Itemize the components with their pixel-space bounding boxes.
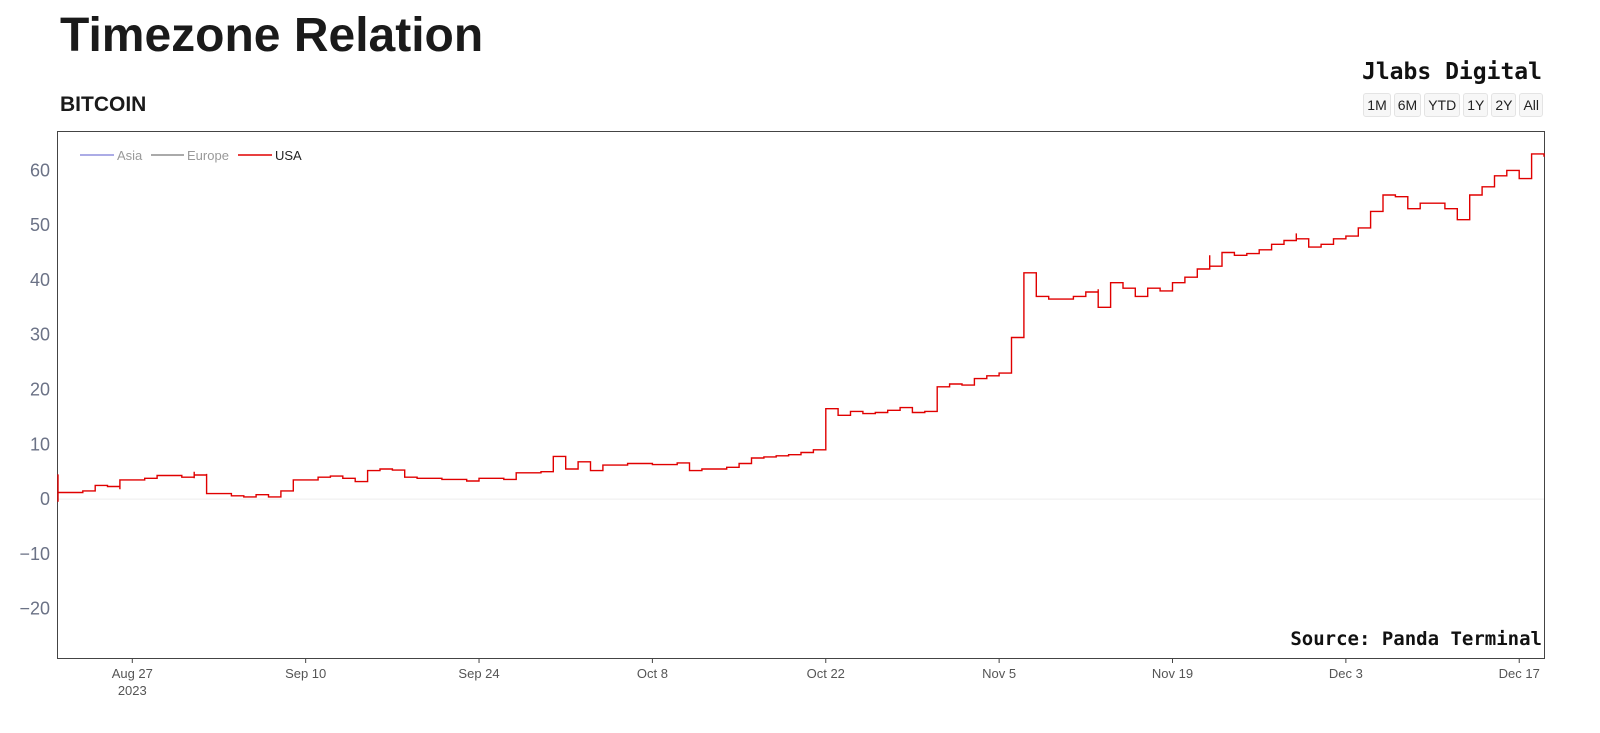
range-button-all[interactable]: All	[1519, 93, 1543, 117]
range-button-1y[interactable]: 1Y	[1463, 93, 1489, 117]
range-button-1m[interactable]: 1M	[1363, 93, 1391, 117]
y-tick-label: 40	[30, 270, 50, 290]
range-selector: 1M 6M YTD 1Y 2Y All	[1363, 93, 1543, 117]
y-axis: 60 50 40 30 20 10 0 −10 −20	[19, 160, 50, 618]
chart-subtitle: BITCOIN	[60, 93, 147, 116]
x-tick-label: Sep 24	[458, 666, 499, 681]
legend[interactable]: Asia Europe USA	[80, 148, 302, 163]
brand-label: Jlabs Digital	[1361, 59, 1542, 85]
x-axis: Aug 27 2023 Sep 10 Sep 24 Oct 8 Oct 22 Nov 5 No…	[112, 658, 1540, 698]
x-tick-label: Dec 3	[1329, 666, 1363, 681]
x-tick-label: Oct 22	[807, 666, 845, 681]
source-note: Source: Panda Terminal	[1290, 628, 1542, 650]
plot-area	[57, 131, 1545, 659]
y-tick-label: −10	[19, 544, 50, 564]
x-tick-label: Aug 27	[112, 666, 153, 681]
x-tick-label: Sep 10	[285, 666, 326, 681]
x-tick-label: Nov 19	[1152, 666, 1193, 681]
range-button-6m[interactable]: 6M	[1393, 93, 1422, 117]
legend-label-asia[interactable]: Asia	[117, 148, 143, 163]
chart-title: Timezone Relation	[60, 9, 484, 62]
series-layer	[57, 153, 1545, 502]
range-button-2y[interactable]: 2Y	[1491, 93, 1517, 117]
y-tick-label: 30	[30, 325, 50, 345]
y-tick-label: 10	[30, 434, 50, 454]
legend-label-europe[interactable]: Europe	[187, 148, 229, 163]
x-tick-year-label: 2023	[118, 683, 147, 698]
range-button-ytd[interactable]: YTD	[1424, 93, 1461, 117]
y-tick-label: −20	[19, 599, 50, 619]
series-line-usa[interactable]	[57, 153, 1545, 502]
y-tick-label: 0	[40, 489, 50, 509]
x-tick-label: Nov 5	[982, 666, 1016, 681]
y-tick-label: 20	[30, 380, 50, 400]
x-tick-label: Dec 17	[1499, 666, 1540, 681]
y-tick-label: 50	[30, 215, 50, 235]
y-tick-label: 60	[30, 160, 50, 180]
legend-label-usa[interactable]: USA	[275, 148, 302, 163]
x-tick-label: Oct 8	[637, 666, 668, 681]
